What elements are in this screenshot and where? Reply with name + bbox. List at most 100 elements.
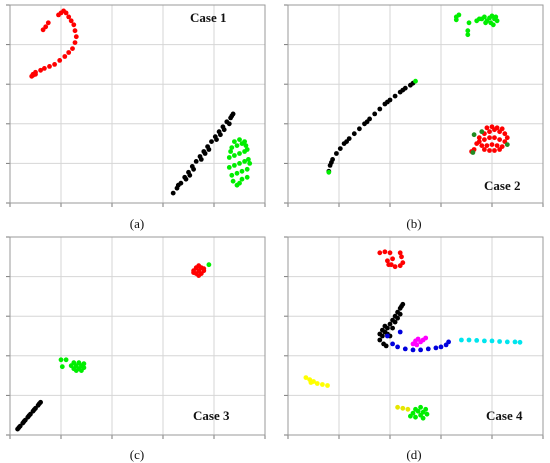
data-point	[232, 163, 237, 168]
data-point	[494, 125, 500, 131]
data-point	[423, 406, 429, 412]
data-point	[234, 143, 240, 149]
data-point	[72, 28, 78, 34]
data-point	[66, 50, 72, 55]
data-point	[232, 139, 237, 145]
data-point	[414, 342, 420, 348]
data-point	[71, 360, 77, 366]
data-point	[410, 347, 416, 353]
data-point	[237, 161, 242, 166]
data-point	[232, 153, 237, 158]
data-point	[244, 147, 250, 152]
data-point	[392, 319, 398, 325]
data-point	[504, 135, 510, 141]
data-point	[21, 419, 27, 424]
data-point	[237, 151, 242, 156]
data-point	[351, 131, 357, 137]
data-point	[325, 383, 330, 388]
plot-frame	[287, 236, 544, 436]
data-point	[81, 361, 87, 367]
data-point	[479, 129, 485, 135]
data-point	[364, 119, 370, 125]
data-point	[386, 262, 392, 268]
data-point	[175, 182, 181, 188]
data-point	[62, 54, 68, 59]
data-point	[390, 341, 395, 347]
data-point	[413, 414, 418, 420]
data-point	[47, 64, 52, 69]
panel-caption: (a)	[130, 216, 144, 231]
data-point	[471, 132, 477, 138]
data-point	[382, 249, 388, 255]
data-point	[38, 67, 43, 73]
data-point	[494, 18, 500, 24]
data-point	[385, 333, 390, 339]
data-point	[221, 127, 227, 133]
data-point	[196, 263, 202, 269]
data-point	[474, 141, 480, 147]
data-point	[329, 160, 334, 165]
data-point	[392, 93, 398, 99]
panel-caption: (c)	[130, 447, 144, 462]
data-point	[497, 147, 502, 152]
data-point	[390, 325, 395, 331]
panel-caption: (d)	[406, 447, 421, 462]
panel-d: Case 4 (d)	[284, 236, 544, 462]
data-point	[502, 131, 508, 137]
data-point	[183, 176, 189, 182]
data-point	[79, 368, 84, 373]
data-point	[400, 260, 406, 266]
data-point	[237, 137, 242, 143]
data-point	[242, 139, 248, 145]
data-point	[303, 375, 309, 380]
data-point	[399, 254, 404, 260]
data-point	[418, 404, 423, 410]
data-point	[470, 150, 476, 155]
case-label: Case 1	[190, 10, 226, 25]
data-point	[489, 338, 495, 344]
data-point	[395, 404, 400, 410]
data-point	[36, 401, 42, 407]
data-point	[487, 148, 492, 153]
data-point	[201, 266, 207, 272]
data-point	[483, 20, 488, 26]
data-point	[229, 113, 235, 119]
data-point	[476, 16, 482, 22]
data-point	[377, 250, 383, 256]
data-point	[408, 413, 413, 419]
data-point	[243, 143, 249, 149]
data-point	[70, 46, 75, 51]
data-point	[214, 137, 219, 143]
data-point	[418, 347, 423, 353]
data-point	[392, 264, 398, 270]
data-point	[482, 137, 487, 143]
data-point	[423, 335, 429, 341]
data-point	[420, 415, 426, 421]
data-point	[453, 17, 459, 23]
data-point	[497, 339, 502, 344]
panel-b: Case 2 (b)	[284, 4, 544, 231]
data-point	[484, 125, 490, 131]
data-point	[334, 151, 339, 156]
data-point	[170, 190, 176, 196]
data-point	[438, 344, 444, 350]
data-point	[465, 32, 471, 38]
data-point	[68, 18, 74, 24]
data-point	[424, 411, 430, 417]
data-point	[387, 321, 393, 327]
case-label: Case 4	[486, 408, 523, 423]
data-point	[337, 146, 343, 152]
data-point	[487, 129, 492, 135]
data-point	[466, 20, 472, 26]
data-point	[474, 338, 480, 343]
data-point	[385, 99, 390, 105]
data-point	[357, 126, 362, 132]
data-point	[377, 337, 383, 343]
data-point	[218, 132, 223, 138]
data-point	[206, 147, 212, 152]
data-point	[492, 135, 497, 141]
data-point	[482, 338, 487, 344]
panel-caption: (b)	[406, 216, 421, 231]
data-point	[489, 142, 495, 148]
